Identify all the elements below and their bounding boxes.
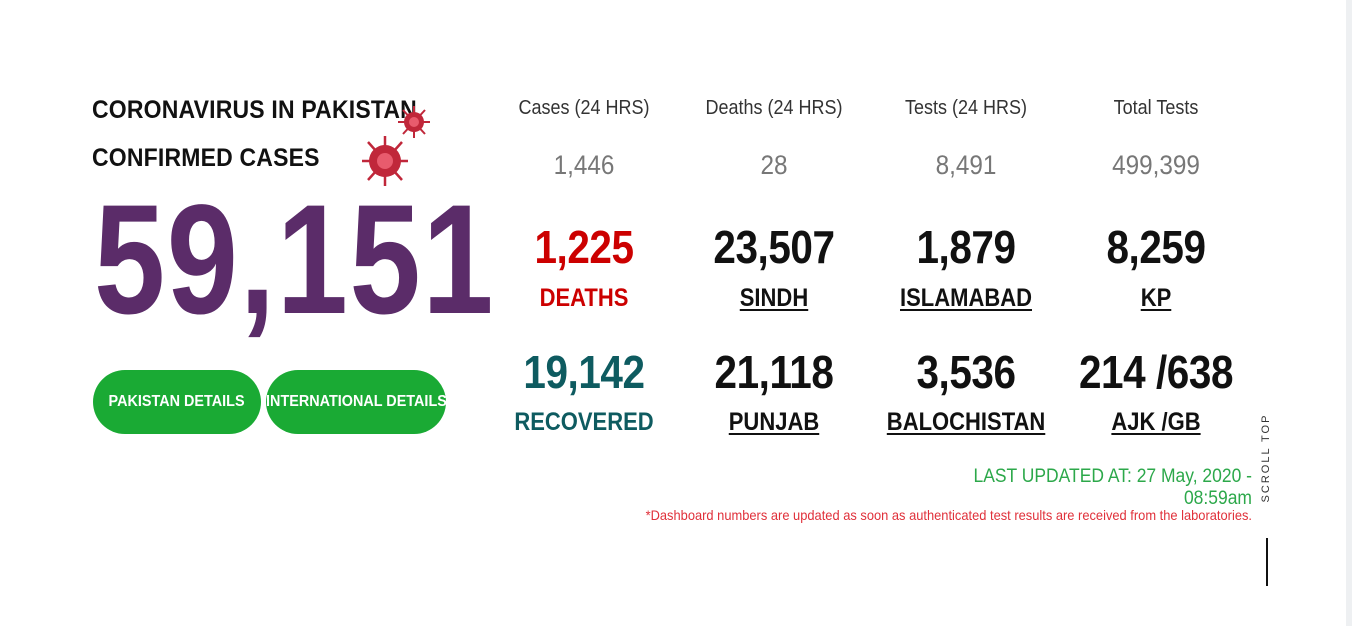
deaths-24hrs-value: 28 — [760, 150, 788, 180]
punjab-link[interactable]: PUNJAB — [728, 408, 820, 436]
recovered-value: 19,142 — [523, 346, 645, 398]
deaths-value: 1,225 — [534, 221, 634, 273]
punjab-value: 21,118 — [714, 346, 834, 398]
scroll-top-line — [1266, 538, 1268, 586]
disclaimer-note: *Dashboard numbers are updated as soon a… — [645, 507, 1252, 523]
balochistan-value: 3,536 — [916, 346, 1016, 398]
islamabad-value: 1,879 — [916, 221, 1016, 273]
islamabad-link[interactable]: ISLAMABAD — [900, 284, 1032, 312]
confirmed-cases-number: 59,151 — [94, 173, 496, 347]
tests-24hrs-value: 8,491 — [935, 150, 997, 180]
virus-icon — [362, 136, 408, 186]
title-line2: CONFIRMED CASES — [92, 144, 320, 172]
deaths-24hrs-label: Deaths (24 HRS) — [705, 97, 843, 119]
kp-link[interactable]: KP — [1140, 284, 1172, 312]
cases-24hrs-value: 1,446 — [553, 150, 615, 180]
scroll-top-button[interactable]: SCROLL TOP — [1260, 413, 1272, 503]
total-tests-value: 499,399 — [1112, 150, 1200, 180]
tests-24hrs-label: Tests (24 HRS) — [904, 97, 1028, 119]
recovered-label: RECOVERED — [514, 408, 654, 436]
virus-icon — [398, 106, 430, 138]
title-line1: CORONAVIRUS IN PAKISTAN — [92, 96, 417, 124]
cases-24hrs-label: Cases (24 HRS) — [518, 97, 650, 119]
balochistan-link[interactable]: BALOCHISTAN — [886, 408, 1046, 436]
ajk-gb-value: 214 /638 — [1078, 346, 1234, 398]
sindh-link[interactable]: SINDH — [739, 284, 809, 312]
sindh-value: 23,507 — [713, 221, 835, 273]
total-tests-label: Total Tests — [1113, 97, 1199, 119]
pakistan-details-button[interactable]: PAKISTAN DETAILS — [93, 370, 261, 434]
deaths-label: DEATHS — [539, 284, 629, 312]
ajk-gb-link[interactable]: AJK /GB — [1111, 408, 1201, 436]
page-edge — [1346, 0, 1352, 626]
last-updated-text: LAST UPDATED AT: 27 May, 2020 - 08:59am — [973, 466, 1252, 509]
kp-value: 8,259 — [1106, 221, 1206, 273]
international-details-button[interactable]: INTERNATIONAL DETAILS — [266, 370, 446, 434]
